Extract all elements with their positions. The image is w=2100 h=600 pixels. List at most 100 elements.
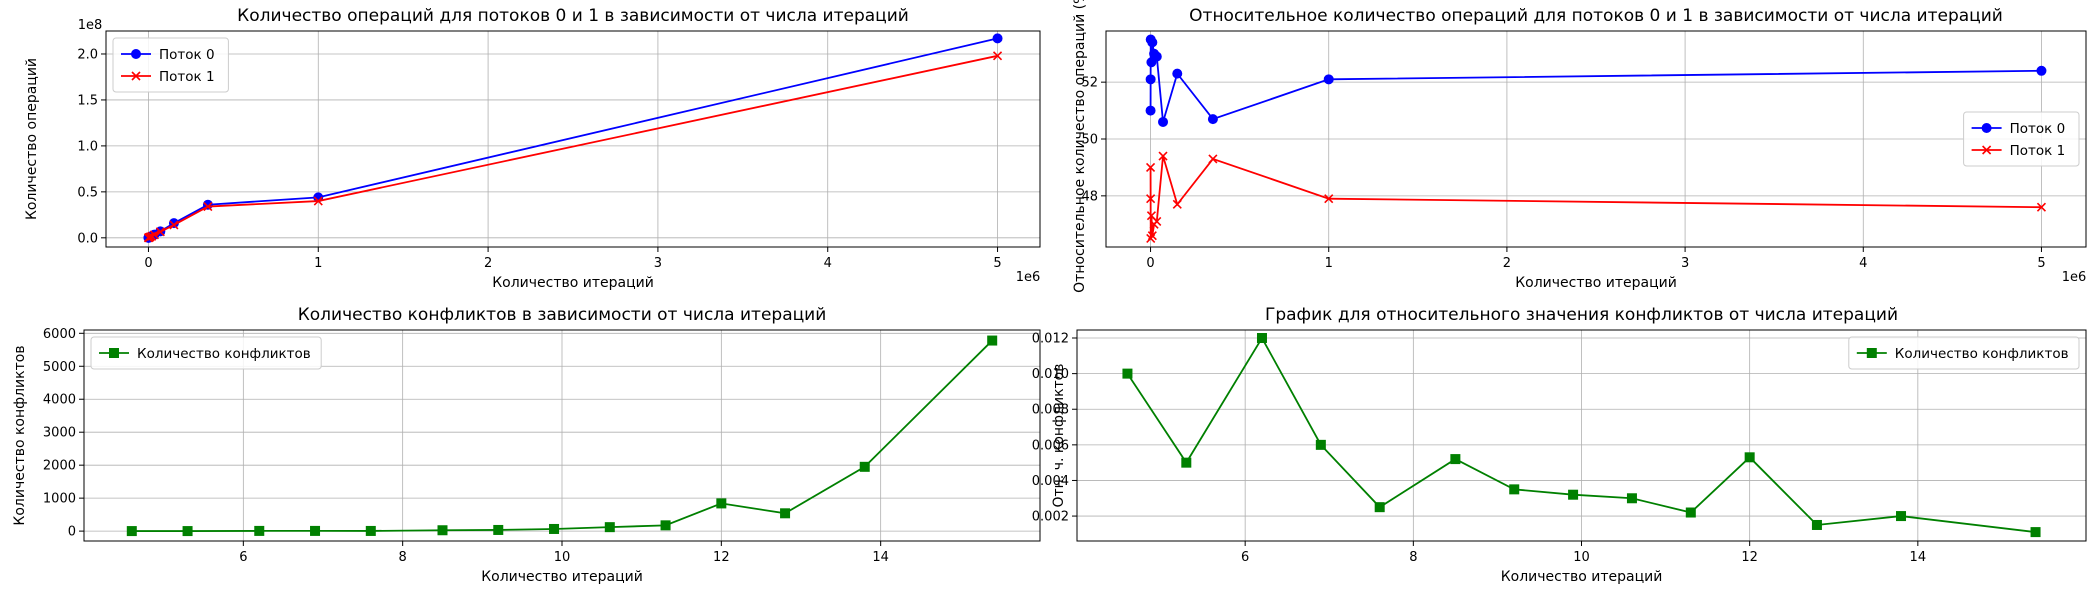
x-offset-label: 1e6 <box>2062 270 2087 285</box>
chart-0: 0 1 2 3 4 5 0.0 0.5 1.0 1.5 2.0 Количество операций… <box>24 6 1041 291</box>
legend: Количество конфликтов <box>90 336 322 370</box>
data-point-0 <box>1626 493 1637 504</box>
legend-label: Поток 0 <box>159 47 215 63</box>
x-tick-label: 12 <box>1741 550 1758 565</box>
data-point-0 <box>549 523 560 534</box>
data-point-1 <box>1145 162 1156 172</box>
x-axis-label: Количество итераций <box>1501 569 1663 585</box>
axes-frame <box>1105 30 2087 248</box>
data-point-0 <box>126 526 137 537</box>
data-point-0 <box>2036 65 2047 76</box>
x-tick-label: 4 <box>1859 256 1867 271</box>
y-tick-label: 2000 <box>43 459 76 474</box>
y-tick-label: 4000 <box>43 393 76 408</box>
legend-marker <box>131 49 141 59</box>
data-point-0 <box>660 520 671 531</box>
series-line-1 <box>147 54 998 239</box>
legend-marker <box>1982 145 1992 155</box>
legend-item-1: Поток 1 <box>1971 143 2066 159</box>
x-tick-label: 6 <box>239 550 247 565</box>
legend: Поток 0 Поток 1 <box>112 37 229 93</box>
legend-marker <box>1866 348 1877 358</box>
data-point-1 <box>149 230 159 240</box>
series-line-0 <box>1149 39 2042 123</box>
legend-label: Поток 0 <box>2010 121 2066 137</box>
data-point-0 <box>1158 116 1169 127</box>
x-tick-label: 5 <box>993 256 1001 271</box>
x-axis-label: Количество итераций <box>492 275 654 291</box>
axes-frame <box>1076 329 2087 542</box>
legend-item-0: Количество конфликтов <box>1856 346 2069 362</box>
x-tick-label: 2 <box>484 256 492 271</box>
data-point-0 <box>493 524 504 535</box>
y-tick-label: 0.002 <box>1032 510 1069 525</box>
plot-area <box>143 33 1003 243</box>
legend-label: Количество конфликтов <box>137 346 311 362</box>
data-point-1 <box>1172 199 1182 209</box>
legend-label: Количество конфликтов <box>1895 346 2069 362</box>
data-point-1 <box>1147 231 1157 241</box>
data-point-0 <box>992 33 1003 44</box>
data-point-1 <box>1158 151 1168 161</box>
data-point-0 <box>1151 51 1162 62</box>
x-tick-label: 5 <box>2037 256 2045 271</box>
legend-box <box>1963 111 2080 167</box>
y-tick-label: 0.006 <box>1032 438 1069 453</box>
y-tick-label: 48 <box>1081 189 1098 204</box>
y-axis-label: Количество конфликтов <box>12 345 28 525</box>
y-tick-label: 50 <box>1081 133 1098 148</box>
data-point-1 <box>992 51 1003 61</box>
x-tick-label: 6 <box>1241 550 1249 565</box>
data-point-1 <box>169 220 179 230</box>
legend-box <box>90 336 322 370</box>
y-tick-label: 1000 <box>43 492 76 507</box>
legend-marker <box>1981 123 1992 133</box>
data-point-0 <box>365 525 376 536</box>
legend-item-1: Поток 1 <box>121 69 215 85</box>
y-tick-label: 0.004 <box>1032 474 1069 489</box>
data-point-0 <box>987 335 998 346</box>
series-line-0 <box>147 37 998 239</box>
chart-2: 6 8 10 12 14 0 1000 2000 3000 4000 5000 6000 Количес… <box>12 305 1041 585</box>
data-point-0 <box>182 526 193 537</box>
data-point-0 <box>437 525 448 536</box>
chart-title: График для относительного значения конфл… <box>1265 305 1898 325</box>
data-point-0 <box>1323 74 1334 85</box>
x-tick-label: 8 <box>1409 550 1417 565</box>
data-point-1 <box>147 231 157 241</box>
data-point-0 <box>1145 105 1156 116</box>
legend-label: Поток 1 <box>159 69 215 85</box>
data-point-0 <box>1896 511 1907 522</box>
legend-box <box>1848 336 2080 370</box>
y-tick-label: 52 <box>1081 76 1098 91</box>
x-tick-label: 1 <box>314 256 322 271</box>
series-line-0 <box>1126 336 2036 533</box>
y-tick-label: 0.010 <box>1032 367 1069 382</box>
plot-area <box>126 335 998 537</box>
data-point-0 <box>1315 439 1326 450</box>
series-line-0 <box>131 339 993 532</box>
data-point-1 <box>1208 154 1218 164</box>
data-point-0 <box>1207 114 1218 125</box>
legend-item-0: Поток 0 <box>1971 121 2066 137</box>
y-tick-label: 2.0 <box>77 47 98 62</box>
legend-item-0: Количество конфликтов <box>99 346 311 362</box>
y-tick-label: 0.008 <box>1032 403 1069 418</box>
y-axis-label: Количество операций <box>24 58 40 220</box>
data-point-1 <box>1152 216 1162 226</box>
legend-label: Поток 1 <box>2010 143 2066 159</box>
data-point-0 <box>780 508 791 519</box>
legend-box <box>112 37 229 93</box>
data-point-0 <box>1122 368 1133 379</box>
data-point-0 <box>254 525 265 536</box>
y-tick-label: 6000 <box>43 327 76 342</box>
x-tick-label: 3 <box>654 256 662 271</box>
data-point-1 <box>313 196 323 206</box>
data-point-0 <box>859 461 870 472</box>
x-offset-label: 1e6 <box>1016 270 1041 285</box>
x-tick-label: 12 <box>713 550 730 565</box>
data-point-0 <box>1374 502 1385 513</box>
data-point-0 <box>310 525 321 536</box>
legend: Количество конфликтов <box>1848 336 2080 370</box>
y-tick-label: 0.012 <box>1032 332 1069 347</box>
